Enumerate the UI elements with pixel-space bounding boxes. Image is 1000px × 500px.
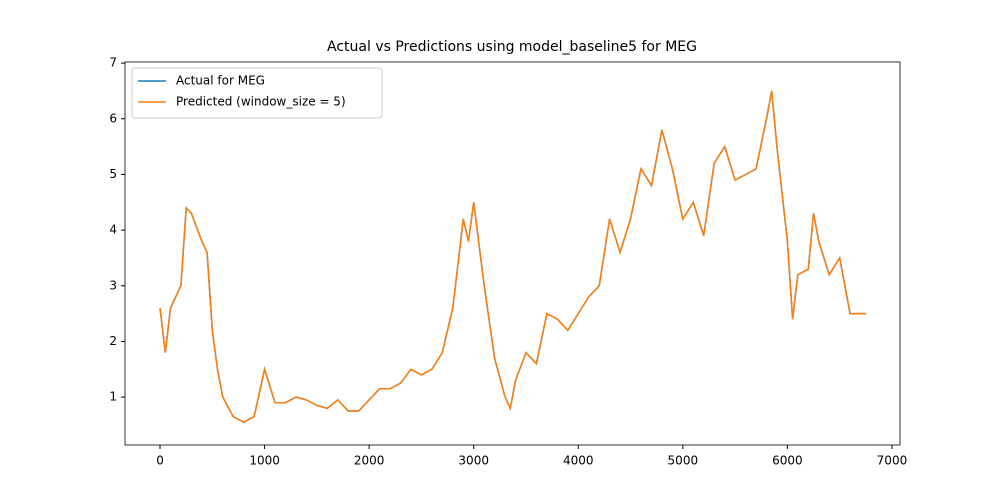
x-tick-label: 7000 (877, 454, 908, 468)
x-tick-label: 5000 (668, 454, 699, 468)
x-tick-label: 4000 (563, 454, 594, 468)
x-tick-label: 2000 (354, 454, 385, 468)
y-tick-label: 5 (109, 167, 117, 181)
chart-title: Actual vs Predictions using model_baseli… (327, 39, 697, 55)
legend-box (131, 67, 383, 119)
data-line (159, 90, 866, 424)
y-tick-label: 1 (109, 390, 117, 404)
y-tick-label: 3 (109, 278, 117, 292)
y-tick-label: 4 (109, 223, 117, 237)
x-tick-label: 6000 (772, 454, 803, 468)
plot-frame (124, 61, 901, 446)
y-tick-label: 7 (109, 56, 117, 70)
y-tick-label: 2 (109, 334, 117, 348)
x-tick-label: 0 (156, 454, 164, 468)
x-tick-label: 1000 (249, 454, 280, 468)
legend-label: Actual for MEG (176, 74, 265, 88)
legend-label: Predicted (window_size = 5) (176, 95, 346, 109)
x-tick-label: 3000 (458, 454, 489, 468)
y-tick-label: 6 (109, 111, 117, 125)
